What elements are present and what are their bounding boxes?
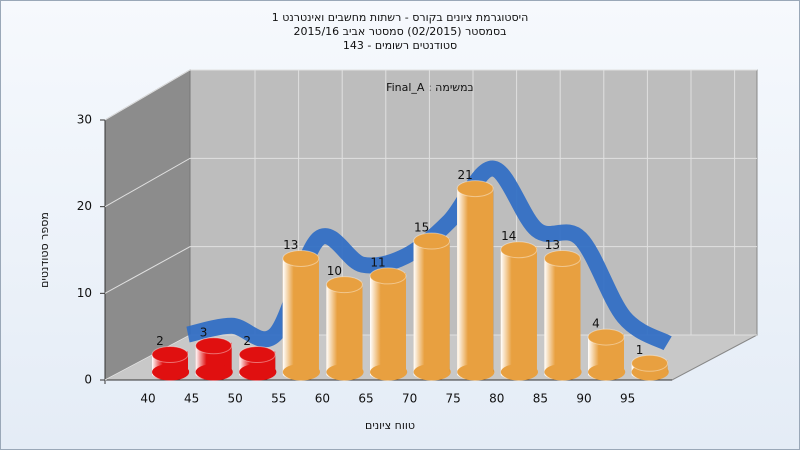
bar-top	[325, 276, 363, 294]
x-tick-label: 75	[446, 392, 461, 406]
subtitle: סטודנטים רשומים - 143	[343, 39, 457, 52]
bar-top	[543, 249, 581, 267]
value-label: 15	[414, 221, 429, 235]
bar	[543, 249, 582, 381]
grid-line	[104, 246, 757, 294]
bar	[500, 241, 539, 381]
bar-bottom	[544, 364, 581, 380]
bar-shade	[370, 275, 406, 372]
bar-bottom	[457, 364, 494, 380]
bar-top	[238, 346, 276, 364]
value-label: 4	[592, 317, 600, 331]
grid-line	[104, 69, 757, 121]
y-axis-label: מספר סטודנטים	[38, 212, 51, 288]
bar-top	[587, 328, 625, 346]
bar-bottom	[500, 364, 537, 380]
bar	[325, 276, 364, 381]
bar-bottom	[152, 364, 188, 380]
x-tick-label: 60	[315, 392, 330, 406]
bar-top	[369, 267, 407, 285]
bar	[282, 249, 321, 381]
x-tick-label: 65	[358, 392, 373, 406]
bar-shade	[500, 249, 537, 372]
bar-shade	[457, 188, 494, 372]
value-label: 21	[458, 168, 473, 182]
x-tick-label: 90	[576, 392, 591, 406]
bar	[587, 328, 626, 381]
value-label: 14	[501, 229, 516, 243]
bar	[195, 337, 233, 381]
bar-bottom	[195, 364, 232, 380]
y-tick-label: 0	[84, 373, 92, 387]
bar	[413, 232, 451, 381]
grid-line	[104, 157, 757, 208]
bar-top	[195, 337, 233, 355]
value-label: 11	[370, 255, 385, 269]
bar-shade	[544, 258, 581, 372]
bar-shade	[326, 284, 363, 372]
x-tick-label: 95	[620, 392, 635, 406]
side-wall	[104, 69, 191, 381]
bar-top	[631, 354, 669, 372]
bar	[151, 346, 190, 381]
bar-top	[413, 232, 451, 250]
bar	[631, 354, 669, 381]
value-label: 1	[636, 343, 644, 357]
x-tick-label: 70	[402, 392, 417, 406]
bar	[369, 267, 408, 381]
bar-bottom	[413, 364, 450, 380]
bar-top	[500, 241, 538, 259]
value-label: 2	[243, 334, 251, 348]
bar-shade	[413, 241, 450, 372]
value-label: 3	[200, 325, 208, 339]
bar-bottom	[326, 364, 363, 380]
x-tick-label: 55	[271, 392, 286, 406]
value-label: 10	[327, 264, 342, 278]
bar-bottom	[588, 364, 624, 380]
x-tick-label: 50	[228, 392, 243, 406]
bar-bottom	[239, 364, 276, 380]
value-label: 2	[156, 334, 164, 348]
y-tick-label: 30	[77, 113, 92, 127]
x-tick-label: 40	[140, 392, 155, 406]
x-axis-label: טווח ציונים	[365, 419, 415, 432]
bar-top	[151, 346, 189, 364]
x-tick-label: 80	[489, 392, 504, 406]
chart-title: היסטוגרמת ציונים בקורס - רשתות מחשבים וא…	[272, 11, 529, 24]
subtitle: בסמסטר (02/2015) סמסטר אביב 2015/16	[293, 25, 506, 38]
bar	[456, 180, 495, 381]
bar-shade	[282, 258, 319, 372]
bar-top	[456, 180, 494, 198]
bar-bottom	[282, 364, 319, 380]
y-tick-label: 20	[77, 199, 92, 213]
annotation: Final_A : במשימה	[386, 81, 474, 94]
x-tick-label: 85	[533, 392, 548, 406]
bar	[238, 346, 277, 381]
y-tick-label: 10	[77, 286, 92, 300]
x-tick-label: 45	[184, 392, 199, 406]
bar-top	[282, 249, 320, 267]
bar-bottom	[370, 364, 406, 380]
value-label: 13	[545, 238, 560, 252]
value-label: 13	[283, 238, 298, 252]
